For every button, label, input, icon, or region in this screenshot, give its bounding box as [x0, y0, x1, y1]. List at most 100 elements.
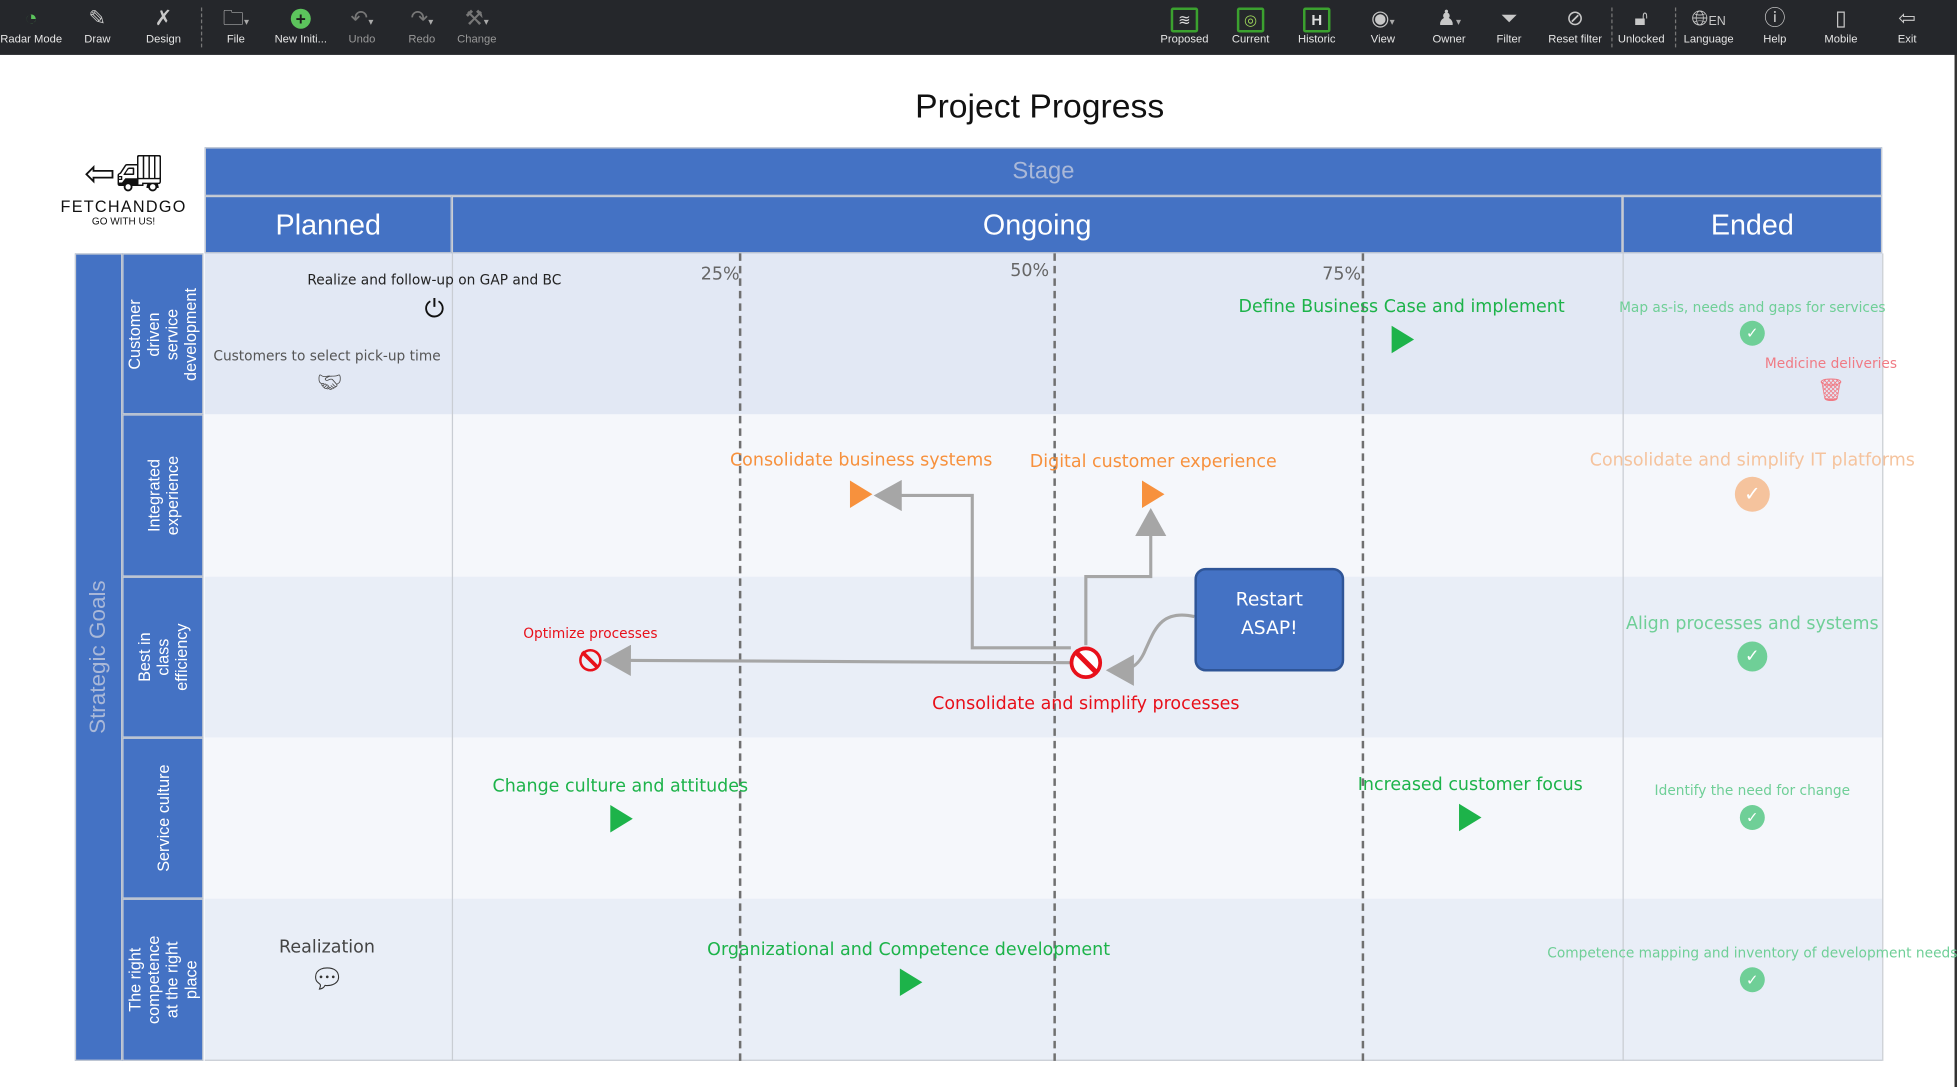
initiative-label[interactable]: Change culture and attitudes: [492, 776, 749, 797]
lane-label: Service culture: [122, 737, 204, 899]
initiative-label[interactable]: Organizational and Competence developmen…: [707, 939, 1111, 960]
file-button[interactable]: 🗀▾ File: [201, 5, 271, 45]
person-icon: ♟▾: [1437, 6, 1462, 30]
historic-button[interactable]: H Historic: [1282, 5, 1352, 45]
toolbar-divider: [1611, 7, 1613, 48]
speech-bubble-icon[interactable]: 💬︎: [309, 964, 345, 996]
pencil-icon: ✎: [88, 6, 107, 30]
page-title: Project Progress: [915, 87, 1165, 125]
mobile-button[interactable]: ▯ Mobile: [1806, 5, 1876, 45]
play-icon[interactable]: [1391, 325, 1415, 354]
redo-icon: ↷▾: [410, 6, 434, 30]
unlocked-button[interactable]: 🔓︎ Unlocked: [1606, 5, 1676, 45]
play-icon[interactable]: [899, 968, 923, 996]
power-icon[interactable]: ⏻: [424, 293, 445, 324]
stop-icon[interactable]: [579, 649, 602, 672]
note-connector: [1105, 613, 1195, 686]
initiative-label[interactable]: Identify the need for change: [1654, 782, 1851, 799]
folder-icon: 🗀▾: [222, 6, 249, 30]
filter-icon: ⏷: [1500, 6, 1518, 30]
initiative-label[interactable]: Map as-is, needs and gaps for services: [1619, 299, 1886, 316]
column-divider: [1882, 253, 1884, 1061]
toolbar-divider: [1674, 7, 1677, 48]
proposed-button[interactable]: ≋ Proposed: [1150, 5, 1220, 45]
lane-row: [204, 414, 1883, 577]
globe-icon: 🌐︎EN: [1691, 6, 1726, 30]
language-button[interactable]: 🌐︎EN Language: [1674, 5, 1744, 45]
note-restart[interactable]: Restart ASAP!: [1194, 567, 1345, 672]
logo: ⇦🚚︎ FETCHANDGO GO WITH US!: [50, 152, 197, 227]
column-divider: [451, 253, 454, 1061]
draw-button[interactable]: ✎ Draw: [62, 5, 132, 45]
initiative-label[interactable]: Digital customer experience: [1029, 451, 1277, 472]
undo-icon: ↶▾: [350, 6, 374, 30]
arrow-to-optimize: [602, 644, 1071, 676]
new-initiative-button[interactable]: + New Initi...: [266, 5, 336, 45]
initiative-label[interactable]: Define Business Case and implement: [1238, 297, 1565, 318]
initiative-label[interactable]: Optimize processes: [523, 625, 658, 642]
help-button[interactable]: ⓘ Help: [1740, 5, 1810, 45]
handshake-icon[interactable]: 🤝︎: [316, 370, 343, 394]
truck-icon: ⇦🚚︎: [84, 152, 164, 196]
h-icon: H: [1282, 5, 1352, 33]
arrow-to-digital: [1084, 507, 1167, 646]
eye-icon: ◉▾: [1371, 6, 1395, 30]
stage-header: Stage: [204, 147, 1883, 196]
arrow-to-business-systems: [873, 479, 1071, 650]
trash-icon[interactable]: 🗑︎: [1816, 377, 1846, 404]
lane-row: [204, 576, 1883, 738]
lane-row: [204, 253, 1883, 415]
initiative-label[interactable]: Medicine deliveries: [1764, 355, 1898, 372]
initiative-label[interactable]: Consolidate and simplify IT platforms: [1589, 450, 1915, 471]
initiative-label[interactable]: Customers to select pick-up time: [213, 348, 441, 365]
initiative-label[interactable]: Competence mapping and inventory of deve…: [1547, 944, 1957, 962]
check-icon[interactable]: ✓: [1737, 641, 1768, 672]
toolbar: ◔ Radar Mode ✎ Draw ✗ Design 🗀▾ File + New In…: [0, 0, 1957, 55]
radar-screen-icon: ◎: [1216, 5, 1286, 33]
reset-filter-button[interactable]: ⊘ Reset filter: [1540, 5, 1610, 45]
play-icon[interactable]: [1459, 803, 1482, 832]
radar-mode-button[interactable]: ◔ Radar Mode: [0, 5, 66, 45]
column-planned: Planned: [204, 195, 452, 254]
stop-icon[interactable]: [1069, 646, 1103, 679]
lane-row: [204, 898, 1883, 1061]
design-button[interactable]: ✗ Design: [129, 5, 199, 45]
initiative-label[interactable]: Consolidate business systems: [729, 450, 993, 471]
lane-row: [204, 737, 1883, 899]
view-button[interactable]: ◉▾ View: [1348, 5, 1418, 45]
play-icon[interactable]: [610, 805, 633, 833]
exit-icon: ⇦: [1898, 6, 1916, 30]
check-icon[interactable]: ✓: [1739, 967, 1765, 993]
initiative-label[interactable]: Realization: [279, 937, 375, 958]
check-icon[interactable]: ✓: [1739, 805, 1765, 830]
initiative-label[interactable]: Consolidate and simplify processes: [932, 693, 1240, 714]
check-icon[interactable]: ✓: [1734, 476, 1770, 512]
mobile-icon: ▯: [1835, 6, 1847, 30]
exit-button[interactable]: ⇦ Exit: [1872, 5, 1942, 45]
plus-circle-icon: +: [266, 5, 336, 32]
lane-label: Best in class efficiency: [122, 576, 204, 738]
initiative-label[interactable]: Realize and follow-up on GAP and BC: [307, 272, 562, 289]
change-button[interactable]: ⚒▾ Change: [442, 5, 512, 45]
lane-label: Integrated experience: [122, 414, 204, 577]
filter-button[interactable]: ⏷ Filter: [1474, 5, 1544, 45]
undo-button[interactable]: ↶▾ Undo: [327, 5, 397, 45]
design-tools-icon: ✗: [154, 6, 173, 30]
milestone-label: 75%: [1322, 264, 1362, 285]
owner-button[interactable]: ♟▾ Owner: [1414, 5, 1484, 45]
current-button[interactable]: ◎ Current: [1216, 5, 1286, 45]
column-ended: Ended: [1622, 195, 1883, 254]
milestone-label: 50%: [1010, 260, 1050, 281]
initiative-label[interactable]: Increased customer focus: [1357, 775, 1583, 796]
play-icon[interactable]: [1142, 480, 1165, 508]
layers-icon: ≋: [1150, 5, 1220, 33]
milestone-label: 25%: [700, 264, 740, 285]
milestone-line: [1361, 253, 1365, 1061]
check-icon[interactable]: ✓: [1739, 320, 1765, 346]
play-icon[interactable]: [849, 480, 873, 508]
initiative-label[interactable]: Align processes and systems: [1626, 614, 1879, 635]
redo-button[interactable]: ↷▾ Redo: [387, 5, 457, 45]
column-divider: [1622, 253, 1624, 1061]
